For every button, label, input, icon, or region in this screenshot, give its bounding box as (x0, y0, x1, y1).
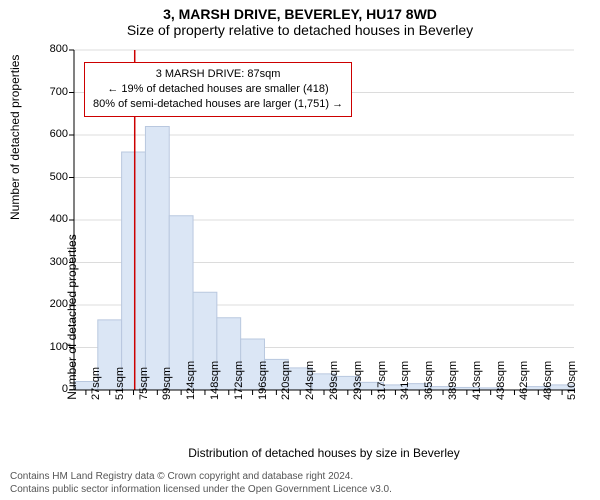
y-axis-label: Number of detached properties (8, 55, 22, 220)
x-tick-label: 389sqm (447, 361, 459, 400)
annotation-line3: 80% of semi-detached houses are larger (… (93, 97, 343, 112)
y-tick-label: 0 (18, 383, 68, 395)
x-tick-label: 341sqm (399, 361, 411, 400)
footer-line2: Contains public sector information licen… (10, 484, 392, 495)
x-tick-label: 317sqm (376, 361, 388, 400)
x-tick-label: 75sqm (138, 367, 150, 400)
footer-line1: Contains HM Land Registry data © Crown c… (10, 471, 353, 482)
x-tick-label: 27sqm (90, 367, 102, 400)
x-tick-label: 172sqm (233, 361, 245, 400)
x-tick-label: 413sqm (471, 361, 483, 400)
x-tick-label: 510sqm (566, 361, 578, 400)
y-tick-label: 600 (18, 128, 68, 140)
x-tick-label: 99sqm (161, 367, 173, 400)
x-tick-label: 486sqm (542, 361, 554, 400)
x-axis-label: Distribution of detached houses by size … (74, 446, 574, 460)
x-tick-label: 293sqm (352, 361, 364, 400)
annotation-line1: 3 MARSH DRIVE: 87sqm (93, 67, 343, 82)
x-tick-label: 220sqm (280, 361, 292, 400)
x-tick-label: 148sqm (209, 361, 221, 400)
x-tick-label: 196sqm (257, 361, 269, 400)
x-tick-label: 365sqm (423, 361, 435, 400)
annotation-box: 3 MARSH DRIVE: 87sqm ← 19% of detached h… (84, 62, 352, 117)
x-tick-label: 462sqm (518, 361, 530, 400)
x-tick-label: 244sqm (304, 361, 316, 400)
annotation-line2: ← 19% of detached houses are smaller (41… (93, 82, 343, 97)
y-tick-label: 700 (18, 86, 68, 98)
x-tick-label: 269sqm (328, 361, 340, 400)
x-tick-label: 51sqm (114, 367, 126, 400)
x-tick-label: 438sqm (495, 361, 507, 400)
y-tick-label: 400 (18, 213, 68, 225)
y-tick-label: 200 (18, 298, 68, 310)
y-tick-label: 300 (18, 256, 68, 268)
y-axis-label: Number of detached properties (65, 187, 79, 447)
y-tick-label: 100 (18, 341, 68, 353)
y-tick-label: 800 (18, 43, 68, 55)
x-tick-label: 124sqm (185, 361, 197, 400)
y-tick-label: 500 (18, 171, 68, 183)
